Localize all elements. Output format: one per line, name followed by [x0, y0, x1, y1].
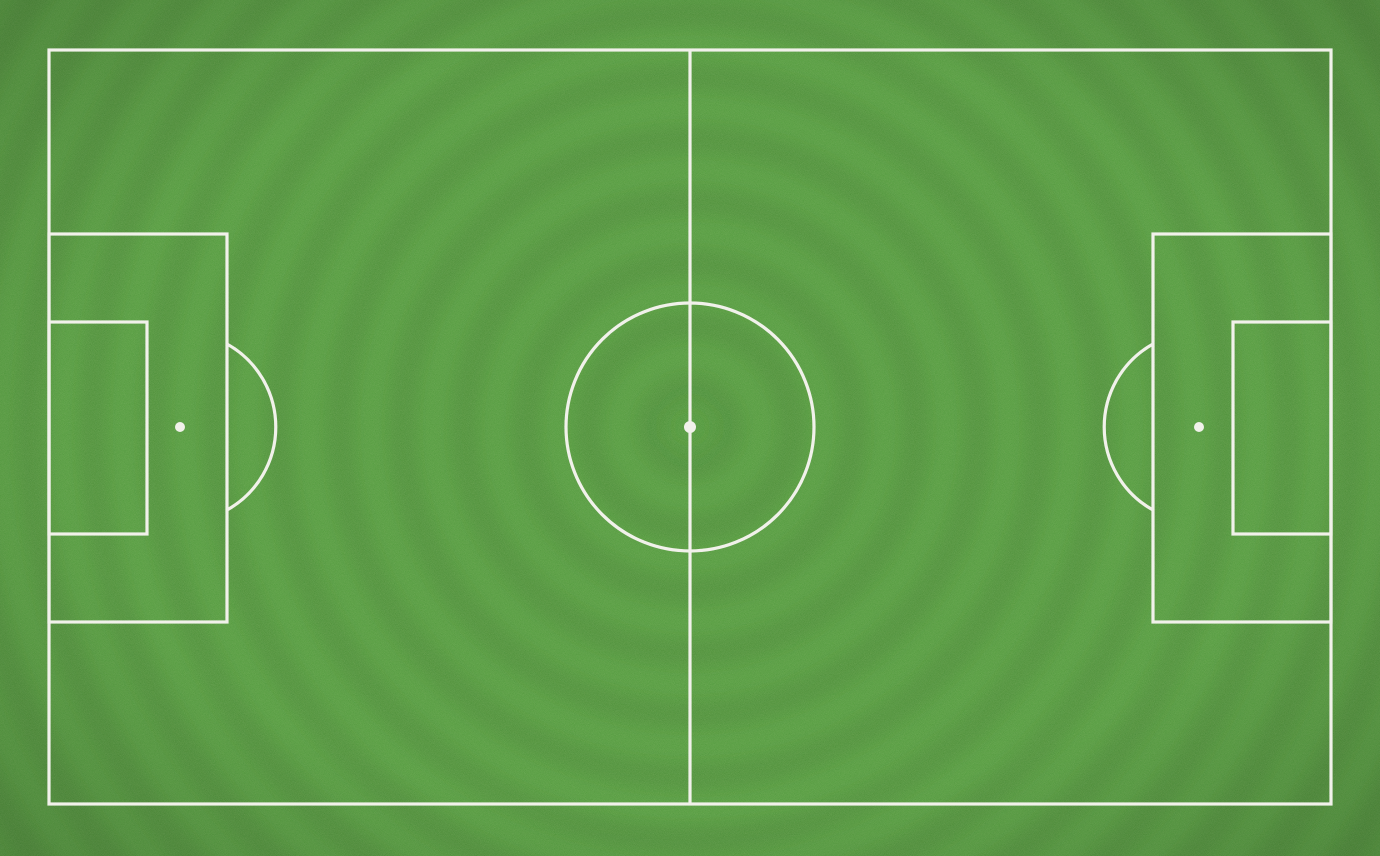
center-circle [564, 301, 816, 553]
right-penalty-spot [1194, 422, 1204, 432]
left-penalty-spot [175, 422, 185, 432]
pitch-spots [175, 421, 1204, 433]
right-goal-area [1231, 320, 1333, 536]
center-spot [684, 421, 696, 433]
left-goal-area [47, 320, 149, 536]
right-penalty-arc [1102, 342, 1154, 512]
left-penalty-arc [226, 342, 278, 512]
